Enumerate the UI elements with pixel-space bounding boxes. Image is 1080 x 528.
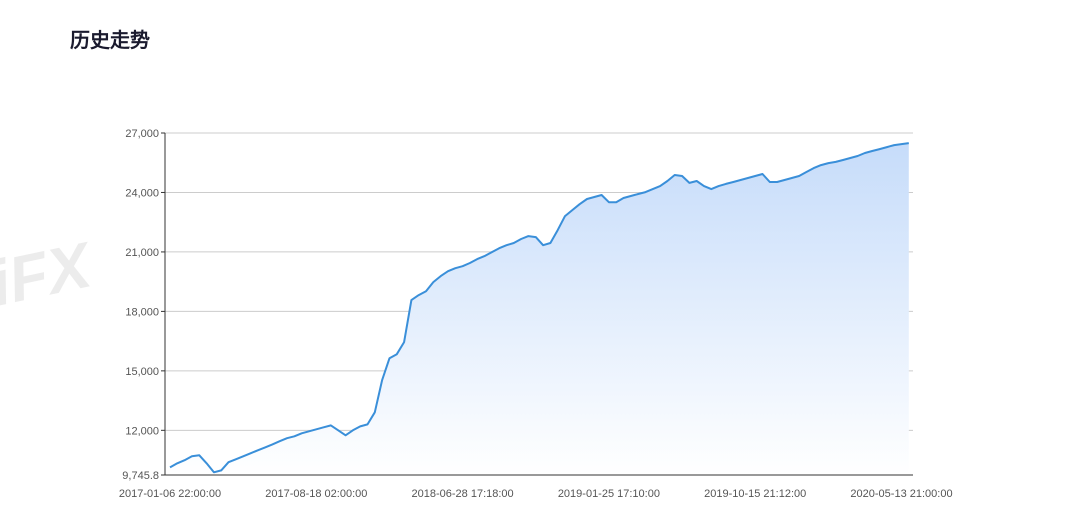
y-tick-label: 15,000 bbox=[125, 366, 159, 378]
y-tick-label: 18,000 bbox=[125, 306, 159, 318]
x-tick-label: 2020-05-13 21:00:00 bbox=[850, 488, 952, 500]
y-tick-label: 27,000 bbox=[125, 128, 159, 140]
line bbox=[169, 142, 909, 474]
y-tick-label: 12,000 bbox=[125, 425, 159, 437]
x-tick-label: 2017-01-06 22:00:00 bbox=[119, 488, 221, 500]
x-tick-label: 2017-08-18 02:00:00 bbox=[265, 488, 367, 500]
area bbox=[170, 143, 909, 475]
x-tick-label: 2019-01-25 17:10:00 bbox=[558, 488, 660, 500]
x-tick-label: 2018-06-28 17:18:00 bbox=[412, 488, 514, 500]
page-title: 历史走势 bbox=[70, 28, 150, 52]
y-tick-label: 9,745.8 bbox=[122, 470, 159, 482]
watermark: WikiFX bbox=[0, 228, 100, 343]
y-tick-label: 21,000 bbox=[125, 247, 159, 259]
y-tick-label: 24,000 bbox=[125, 187, 159, 199]
x-tick-label: 2019-10-15 21:12:00 bbox=[704, 488, 806, 500]
